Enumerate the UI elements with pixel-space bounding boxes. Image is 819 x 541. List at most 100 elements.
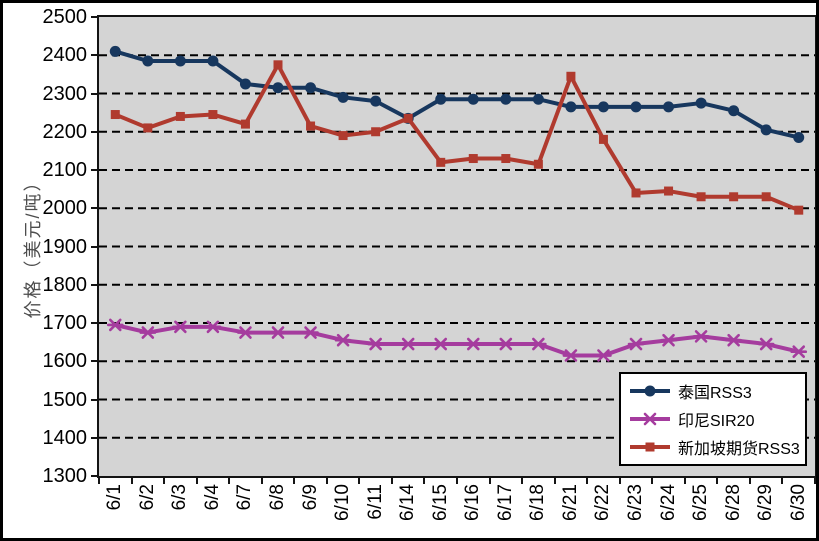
y-axis-tick-mark: [91, 436, 97, 439]
data-point-marker: [760, 124, 772, 136]
series-line-2: [113, 62, 801, 213]
x-axis-tick-label: 6/25: [690, 484, 712, 521]
y-axis-tick-label: 2100: [42, 159, 88, 181]
data-point-marker: [302, 326, 319, 339]
x-axis-tick-label: 6/29: [755, 484, 777, 521]
data-point-marker: [663, 101, 675, 113]
y-axis-tick-label: 1700: [42, 312, 88, 334]
x-axis-tick-mark: [814, 478, 816, 484]
data-point-marker: [272, 82, 284, 94]
y-axis-tick-label: 2200: [42, 120, 88, 143]
data-point-marker: [367, 337, 384, 351]
data-point-marker: [627, 337, 645, 351]
y-axis-tick-mark: [91, 207, 97, 210]
data-point-marker: [530, 337, 547, 351]
data-point-marker: [497, 337, 515, 351]
data-point-marker: [142, 55, 154, 67]
x-axis-tick-mark: [358, 478, 361, 484]
x-axis-tick-mark: [260, 478, 263, 484]
data-point-marker: [692, 330, 710, 343]
x-axis-tick-label: 6/24: [657, 484, 679, 521]
x-axis-tick-mark: [521, 478, 524, 484]
legend-item-2: 新加坡期货RSS3: [629, 435, 800, 459]
x-axis-tick-mark: [195, 478, 198, 484]
data-point-marker: [370, 95, 382, 107]
x-axis-tick-mark: [488, 478, 491, 484]
y-axis-tick-label: 1800: [42, 273, 88, 296]
data-point-marker: [273, 60, 283, 70]
data-point-marker: [501, 154, 511, 164]
x-axis-tick-label: 6/14: [397, 484, 419, 521]
y-axis-tick-mark: [91, 322, 97, 324]
y-axis-tick-mark: [91, 475, 97, 477]
data-point-marker: [790, 345, 808, 358]
x-axis-tick-mark: [228, 478, 231, 484]
data-point-marker: [468, 154, 478, 164]
data-point-marker: [337, 91, 349, 103]
data-point-marker: [403, 113, 413, 123]
x-axis-tick-label: 6/11: [364, 484, 386, 520]
y-axis-tick-mark: [91, 16, 97, 18]
x-axis-tick-label: 6/8: [267, 484, 288, 511]
x-axis-tick-label: 6/16: [462, 484, 484, 521]
data-point-marker: [237, 326, 254, 339]
y-axis-tick-mark: [91, 283, 97, 286]
y-axis-tick-label: 1400: [42, 426, 88, 449]
x-axis-tick-label: 6/7: [234, 484, 256, 511]
data-point-marker: [595, 349, 612, 362]
x-axis-tick-label: 6/4: [201, 484, 223, 511]
legend-label: 泰国RSS3: [678, 385, 752, 402]
x-axis-tick-mark: [423, 478, 426, 484]
y-axis-tick-label: 2000: [42, 197, 88, 220]
data-point-marker: [305, 82, 317, 94]
x-axis-tick-label: 6/15: [429, 484, 451, 521]
data-point-marker: [761, 192, 771, 202]
x-axis-tick-label: 6/21: [559, 484, 581, 521]
y-axis-tick-mark: [91, 398, 97, 401]
data-point-marker: [143, 123, 153, 133]
data-point-marker: [338, 131, 348, 141]
x-axis-tick-mark: [748, 478, 751, 484]
data-point-marker: [696, 192, 706, 202]
data-point-marker: [598, 134, 608, 144]
y-axis-tick-label: 2300: [42, 82, 88, 105]
data-point-marker: [562, 349, 580, 362]
x-axis-tick-label: 6/1: [104, 484, 126, 511]
data-point-marker: [645, 442, 655, 452]
data-point-marker: [500, 93, 512, 105]
data-point-marker: [432, 337, 450, 351]
data-point-marker: [533, 159, 543, 169]
data-point-marker: [435, 93, 447, 105]
x-axis-tick-mark: [390, 478, 393, 484]
data-point-marker: [204, 320, 222, 334]
data-point-marker: [630, 101, 642, 113]
legend-asterisk-icon: [630, 412, 670, 426]
data-point-marker: [175, 111, 185, 121]
data-point-marker: [729, 192, 739, 202]
x-axis-tick-mark: [618, 478, 621, 484]
legend-item-1: 印尼SIR20: [629, 407, 797, 431]
data-point-marker: [725, 333, 742, 347]
x-axis-tick-mark: [163, 478, 166, 484]
x-axis-tick-mark: [683, 478, 686, 484]
data-point-marker: [728, 105, 740, 117]
data-point-marker: [464, 337, 482, 351]
x-axis-tick-mark: [325, 478, 328, 484]
legend-label: 新加坡期货RSS3: [678, 441, 800, 458]
legend-label: 印尼SIR20: [678, 413, 755, 430]
data-point-marker: [306, 121, 316, 131]
y-axis-tick-mark: [91, 169, 97, 171]
y-axis-tick-label: 1600: [42, 350, 88, 373]
data-point-marker: [239, 78, 251, 90]
data-point-marker: [269, 326, 287, 339]
x-axis-tick-mark: [553, 478, 556, 484]
x-axis-tick-label: 6/9: [299, 484, 321, 511]
data-point-marker: [139, 326, 157, 339]
x-axis-tick-mark: [781, 478, 784, 484]
data-point-marker: [532, 93, 544, 105]
y-axis-tick-label: 1300: [42, 465, 88, 487]
data-point-marker: [794, 205, 804, 215]
series-line-1: [113, 322, 801, 358]
data-point-marker: [467, 93, 479, 105]
chart-canvas: [99, 45, 815, 439]
